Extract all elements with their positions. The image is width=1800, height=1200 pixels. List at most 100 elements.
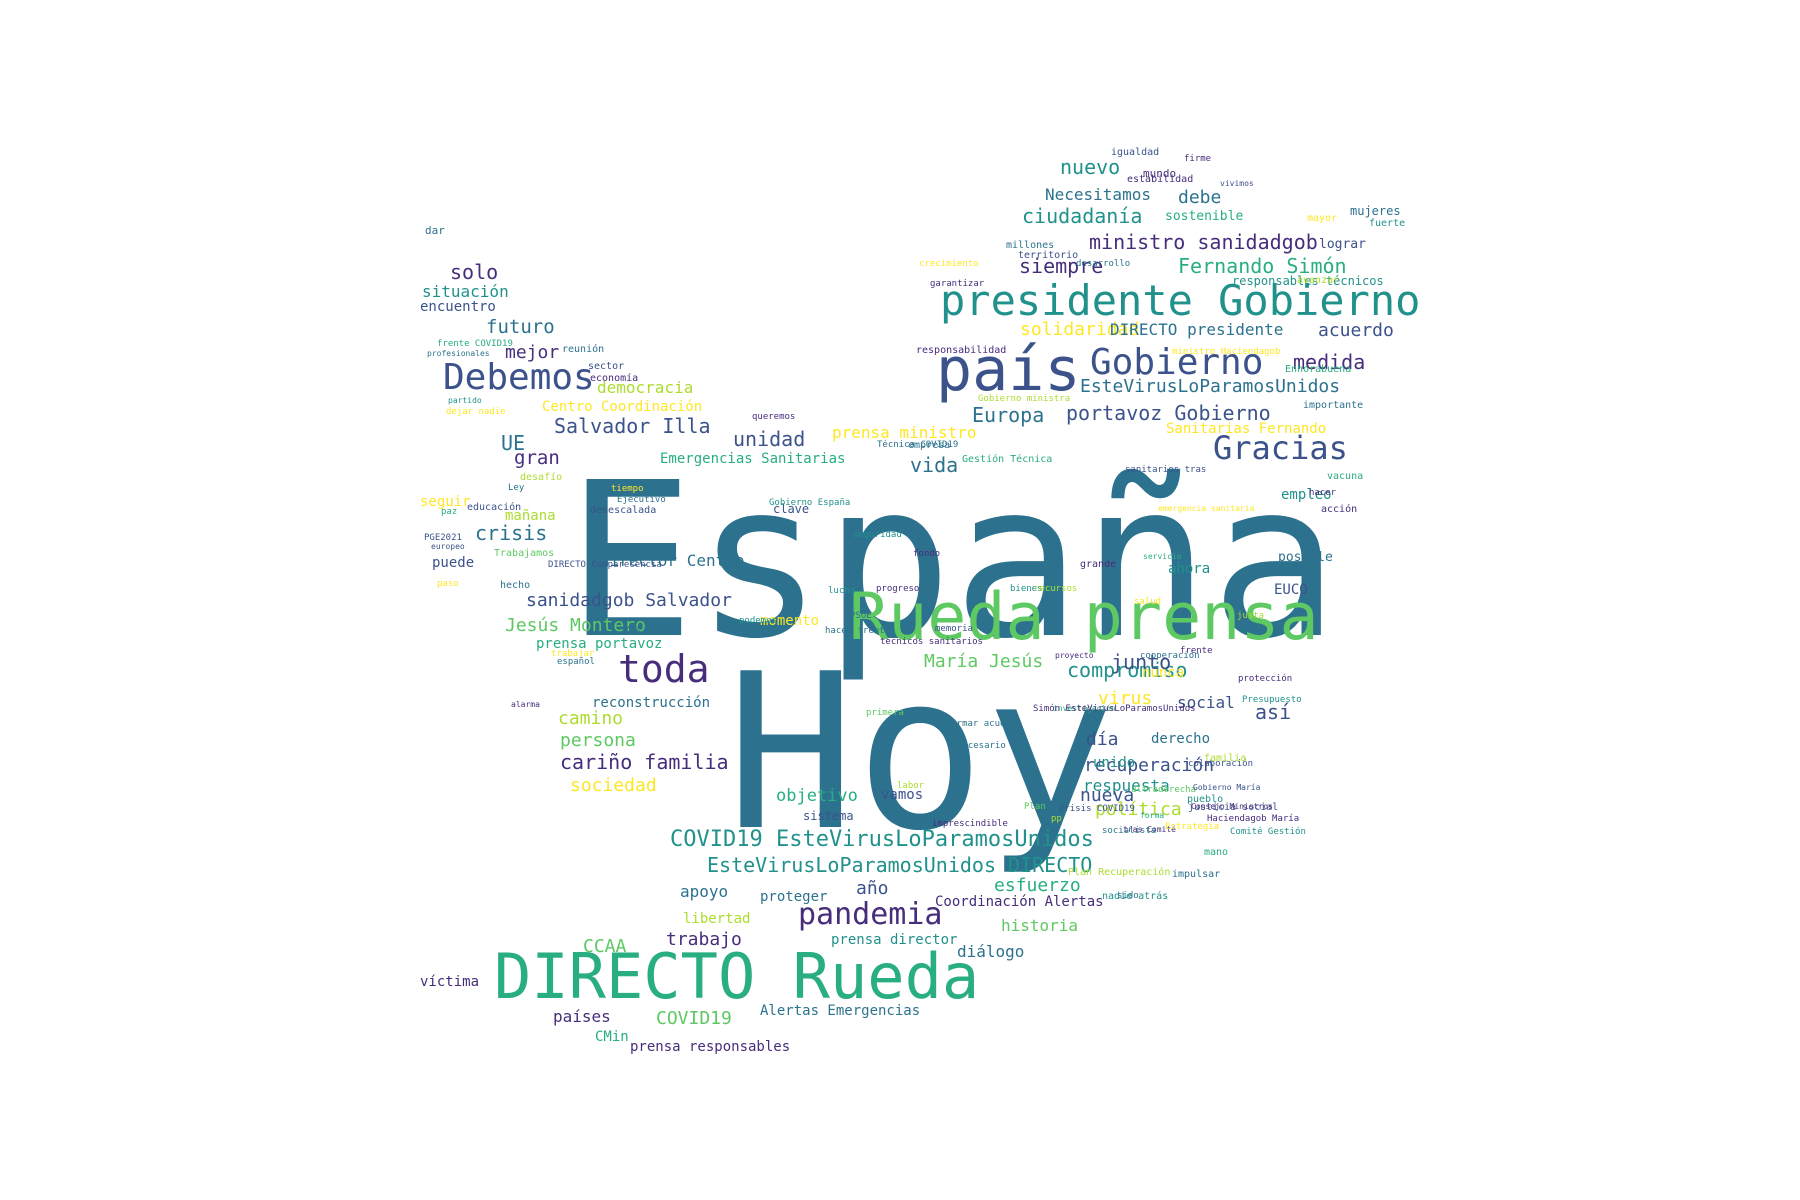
word-cloud-word: lograr: [1319, 237, 1366, 252]
word-cloud-word: ministro Haciendagob: [1172, 347, 1281, 357]
word-cloud-word: toda: [618, 647, 710, 691]
word-cloud-word: Emergencias Sanitarias: [660, 451, 846, 467]
word-cloud-word: desescalada: [590, 505, 657, 516]
word-cloud-word: Gobierno María: [1193, 783, 1261, 792]
word-cloud-word: unido: [1093, 755, 1136, 771]
word-cloud-word: forma: [1140, 811, 1165, 820]
word-cloud-word: desafío: [520, 472, 563, 483]
word-cloud-word: proyecto: [1055, 651, 1094, 660]
word-cloud-word: DIRECTO presidente: [1110, 320, 1284, 339]
word-cloud-word: puede: [432, 555, 475, 571]
word-cloud-word: vivimos: [1220, 179, 1254, 188]
word-cloud-word: Plan Recuperación: [1068, 867, 1171, 878]
word-cloud-word: junto: [1111, 650, 1172, 674]
word-cloud-word: prensa responsables: [630, 1039, 791, 1055]
word-cloud-word: hecho: [500, 580, 531, 591]
word-cloud-word: derecho: [1151, 731, 1211, 747]
word-cloud-word: protección: [1238, 674, 1293, 684]
word-cloud-word: acuerdo: [1318, 320, 1394, 341]
word-cloud-word: gran: [514, 447, 560, 469]
word-cloud-word: informar acuerdo: [935, 719, 1022, 729]
word-cloud-word: Haciendagob María: [1207, 814, 1300, 824]
word-cloud-word: pp: [1051, 814, 1062, 824]
word-cloud-word: hacer: [1309, 488, 1337, 498]
word-cloud-word: servicio: [1143, 552, 1182, 561]
word-cloud-word: ciudadanía: [1022, 204, 1143, 228]
word-cloud-word: firme: [1184, 154, 1212, 164]
word-cloud-word: Plan: [1024, 802, 1046, 812]
word-cloud-word: ministro sanidadgob: [1089, 230, 1318, 254]
word-cloud-word: DIRECTO Comparecencia: [548, 560, 662, 570]
word-cloud-word: partido: [448, 396, 482, 405]
word-cloud-word: EUCO: [1274, 582, 1308, 598]
word-cloud-word: Gestión Técnica: [962, 454, 1053, 465]
word-cloud-word: camino: [558, 708, 624, 729]
word-cloud-word: colaboración: [1188, 759, 1254, 769]
word-cloud-word: situación: [422, 282, 509, 301]
word-cloud-word: paso: [437, 579, 459, 589]
word-cloud-word: mayor: [1307, 213, 1338, 224]
word-cloud-word: Hoy: [726, 627, 1115, 878]
word-cloud-word: investigación: [1053, 704, 1116, 713]
word-cloud-word: sistema: [803, 809, 854, 823]
word-cloud-word: igualdad: [1111, 147, 1160, 158]
word-cloud-word: DIRECTO Rueda: [494, 940, 980, 1013]
word-cloud-word: Gobierno España: [769, 498, 851, 508]
word-cloud-word: impulsar: [1172, 869, 1221, 880]
word-cloud-word: labor: [897, 781, 925, 791]
word-cloud-word: empleo: [1281, 487, 1332, 503]
word-cloud-word: democracia: [597, 378, 694, 397]
word-cloud-word: Necesitamos: [1045, 185, 1151, 204]
word-cloud-word: progreso: [876, 584, 920, 594]
word-cloud-word: cooperación: [1140, 651, 1200, 661]
word-cloud-word: debe: [1178, 187, 1222, 208]
word-cloud-word: vamos: [881, 787, 924, 803]
word-cloud-word: EsteVirusLoParamosUnidos: [1080, 376, 1341, 397]
word-cloud-word: Gracias: [1213, 429, 1348, 467]
word-cloud-word: español: [557, 657, 595, 667]
word-cloud-word: esfuerzo: [994, 875, 1081, 896]
word-cloud-word: Técnica COVID19: [877, 440, 959, 450]
word-cloud-word: sociedad: [570, 775, 657, 796]
word-cloud-word: responsables técnicos: [1232, 274, 1384, 288]
word-cloud-word: Simón EsteVirusLoParamosUnidos: [1033, 704, 1196, 714]
word-cloud-word: reunión: [562, 344, 605, 355]
word-cloud-word: Gobierno ministra: [978, 394, 1071, 404]
word-cloud-word: COVID19: [656, 1008, 732, 1029]
word-cloud-word: socialista: [1102, 826, 1157, 836]
word-cloud-word: compromiso: [1067, 658, 1188, 682]
word-cloud-word: frente: [1180, 646, 1213, 656]
word-cloud-word: europeo: [431, 542, 465, 551]
word-cloud-word: director Centro: [600, 551, 745, 570]
word-cloud-word: millones: [1006, 240, 1055, 251]
word-cloud-word: Coordinación Alertas: [935, 894, 1104, 910]
word-cloud-word: grande: [1080, 559, 1117, 570]
word-cloud-word: nadie atrás: [1102, 891, 1169, 902]
word-cloud-word: Estrategia: [1165, 822, 1220, 832]
word-cloud-word: desarrollo: [1076, 259, 1131, 269]
word-cloud-word: prensa portavoz: [536, 636, 663, 652]
word-cloud-word: año: [856, 878, 889, 899]
word-cloud-word: prensa ministro: [832, 423, 977, 442]
word-cloud-word: empresa: [908, 440, 951, 451]
word-cloud-word: vida: [910, 453, 959, 477]
word-cloud-word: recuperación: [1084, 755, 1215, 776]
word-cloud-word: economía: [590, 373, 639, 384]
word-cloud-word: lucha: [828, 586, 856, 596]
word-cloud-word: Ley: [508, 483, 525, 493]
word-cloud-word: justicia social: [1188, 802, 1279, 813]
word-cloud-word: alarma: [511, 700, 540, 709]
word-cloud-word: Centro Coordinación: [542, 399, 703, 415]
word-cloud-word: respuesta: [1083, 776, 1170, 795]
word-cloud-word: COVID19 EsteVirusLoParamosUnidos: [670, 827, 1094, 852]
word-cloud-word: sanidadgob Salvador: [526, 590, 732, 611]
word-cloud-word: tras Comité: [1123, 825, 1176, 834]
word-cloud-word: Fernando Simón: [1178, 254, 1347, 278]
word-cloud-word: PGE2021: [424, 533, 462, 543]
word-cloud-word: vacuna: [1327, 471, 1364, 482]
word-cloud-word: Salvador Illa: [554, 414, 711, 438]
word-cloud-word: ahora: [1168, 561, 1211, 577]
word-cloud-word: Comité Gestión: [1230, 827, 1306, 837]
word-cloud-word: día: [1086, 729, 1119, 750]
